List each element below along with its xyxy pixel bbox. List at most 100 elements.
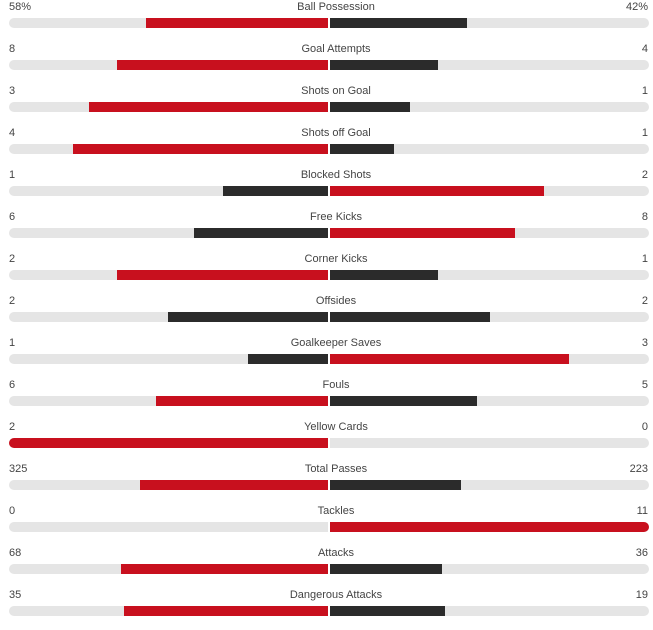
stat-label-line: Attacks 68 36: [9, 546, 648, 560]
away-value: 1: [641, 127, 648, 139]
stat-row-shots-on-goal: Shots on Goal 3 1: [0, 84, 653, 126]
away-bar-fill: [330, 564, 442, 574]
comparison-bar: [9, 144, 649, 154]
home-value: 0: [9, 505, 16, 517]
stat-label-line: Shots off Goal 4 1: [9, 126, 648, 140]
home-value: 325: [9, 463, 28, 475]
home-bar-track: [9, 354, 328, 364]
away-bar-track: [330, 270, 649, 280]
stat-label-line: Tackles 0 11: [9, 504, 648, 518]
home-value: 3: [9, 85, 16, 97]
away-value: 1: [641, 85, 648, 97]
home-bar-track: [9, 186, 328, 196]
comparison-bar: [9, 102, 649, 112]
away-value: 2: [641, 295, 648, 307]
away-bar-fill: [330, 522, 649, 532]
stat-name: Corner Kicks: [304, 253, 368, 265]
home-bar-fill: [223, 186, 328, 196]
away-bar-fill: [330, 228, 515, 238]
home-bar-track: [9, 564, 328, 574]
comparison-bar: [9, 228, 649, 238]
home-bar-fill: [146, 18, 328, 28]
stat-name: Total Passes: [304, 463, 368, 475]
stat-row-ball-possession: Ball Possession 58% 42%: [0, 0, 653, 42]
away-value: 2: [641, 169, 648, 181]
home-bar-fill: [73, 144, 328, 154]
away-bar-track: [330, 522, 649, 532]
home-bar-track: [9, 228, 328, 238]
away-bar-track: [330, 18, 649, 28]
stat-row-dangerous-attacks: Dangerous Attacks 35 19: [0, 588, 653, 630]
stat-row-goal-attempts: Goal Attempts 8 4: [0, 42, 653, 84]
stat-row-yellow-cards: Yellow Cards 2 0: [0, 420, 653, 462]
home-value: 35: [9, 589, 22, 601]
home-bar-track: [9, 18, 328, 28]
stat-label-line: Goalkeeper Saves 1 3: [9, 336, 648, 350]
away-value: 223: [629, 463, 648, 475]
home-bar-fill: [168, 312, 328, 322]
home-bar-fill: [156, 396, 328, 406]
stat-label-line: Shots on Goal 3 1: [9, 84, 648, 98]
stat-label-line: Yellow Cards 2 0: [9, 420, 648, 434]
stat-row-blocked-shots: Blocked Shots 1 2: [0, 168, 653, 210]
stat-name: Attacks: [317, 547, 355, 559]
stat-row-tackles: Tackles 0 11: [0, 504, 653, 546]
away-bar-track: [330, 354, 649, 364]
stat-label-line: Goal Attempts 8 4: [9, 42, 648, 56]
away-bar-fill: [330, 18, 467, 28]
home-bar-fill: [89, 102, 328, 112]
stat-label-line: Corner Kicks 2 1: [9, 252, 648, 266]
away-value: 4: [641, 43, 648, 55]
away-bar-track: [330, 60, 649, 70]
away-bar-fill: [330, 480, 461, 490]
home-bar-track: [9, 480, 328, 490]
home-value: 8: [9, 43, 16, 55]
away-bar-track: [330, 186, 649, 196]
comparison-bar: [9, 270, 649, 280]
away-bar-track: [330, 480, 649, 490]
stat-name: Blocked Shots: [300, 169, 372, 181]
stat-label-line: Total Passes 325 223: [9, 462, 648, 476]
away-bar-fill: [330, 396, 477, 406]
away-bar-fill: [330, 270, 438, 280]
home-bar-fill: [117, 270, 328, 280]
stat-row-attacks: Attacks 68 36: [0, 546, 653, 588]
comparison-bar: [9, 60, 649, 70]
stat-label-line: Dangerous Attacks 35 19: [9, 588, 648, 602]
comparison-bar: [9, 312, 649, 322]
home-bar-fill: [248, 354, 328, 364]
home-value: 2: [9, 421, 16, 433]
away-bar-fill: [330, 354, 569, 364]
stat-label-line: Ball Possession 58% 42%: [9, 0, 648, 14]
home-bar-track: [9, 144, 328, 154]
away-value: 5: [641, 379, 648, 391]
comparison-bar: [9, 186, 649, 196]
away-bar-fill: [330, 144, 394, 154]
comparison-bar: [9, 606, 649, 616]
stat-label-line: Blocked Shots 1 2: [9, 168, 648, 182]
away-value: 0: [641, 421, 648, 433]
away-bar-track: [330, 564, 649, 574]
comparison-bar: [9, 522, 649, 532]
home-bar-track: [9, 60, 328, 70]
away-bar-track: [330, 228, 649, 238]
away-bar-track: [330, 144, 649, 154]
stat-label-line: Offsides 2 2: [9, 294, 648, 308]
away-bar-track: [330, 396, 649, 406]
home-value: 1: [9, 337, 16, 349]
stat-name: Goal Attempts: [301, 43, 371, 55]
home-bar-track: [9, 396, 328, 406]
home-value: 4: [9, 127, 16, 139]
stat-name: Free Kicks: [310, 211, 362, 223]
home-bar-fill: [9, 438, 328, 448]
home-bar-track: [9, 270, 328, 280]
stat-row-total-passes: Total Passes 325 223: [0, 462, 653, 504]
away-value: 19: [635, 589, 648, 601]
stat-name: Ball Possession: [297, 1, 375, 13]
home-bar-track: [9, 312, 328, 322]
stat-name: Offsides: [315, 295, 357, 307]
away-value: 42%: [625, 1, 648, 13]
stat-label-line: Free Kicks 6 8: [9, 210, 648, 224]
stat-row-offsides: Offsides 2 2: [0, 294, 653, 336]
